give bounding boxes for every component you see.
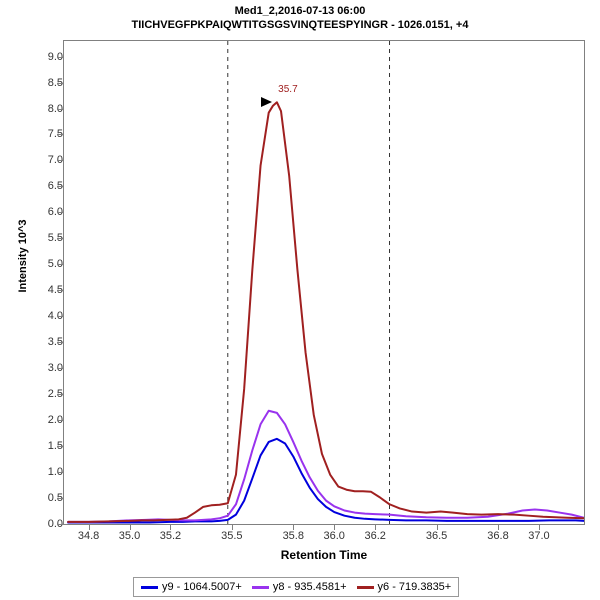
legend-item[interactable]: y6 - 719.3835+: [356, 581, 452, 593]
y-tick-label: 2.5: [47, 388, 63, 401]
legend-color-swatch: [356, 585, 374, 589]
y-tick-mark: [57, 264, 63, 266]
y-tick-mark: [57, 238, 63, 240]
y-tick-label: 4.5: [47, 284, 63, 297]
x-tick-mark: [375, 525, 377, 530]
x-tick-label: 36.0: [323, 530, 345, 542]
x-axis-title: Retention Time: [280, 548, 368, 562]
y-tick-label: 0.5: [47, 492, 63, 505]
legend-color-swatch: [251, 585, 269, 589]
x-tick-label: 35.2: [159, 530, 182, 542]
y-tick-mark: [57, 186, 63, 188]
x-tick-mark: [231, 525, 233, 530]
y-tick-mark: [57, 108, 63, 110]
y-tick-mark: [57, 342, 63, 344]
legend-item-label: y6 - 719.3835+: [377, 581, 452, 593]
x-tick-label: 36.5: [425, 530, 448, 542]
y-tick-mark: [57, 212, 63, 214]
y-tick-label: 4.0: [47, 310, 63, 323]
x-tick-label: 36.8: [487, 530, 509, 542]
x-tick-label: 36.2: [364, 530, 386, 542]
y-tick-mark: [57, 524, 63, 525]
y-tick-label: 0.0: [47, 518, 63, 530]
y-tick-label: 6.0: [47, 206, 63, 219]
y-tick-label: 3.5: [47, 336, 63, 349]
y-tick-label: 7.0: [47, 154, 63, 167]
y-tick-label: 9.0: [47, 50, 63, 63]
x-tick-label: 35.5: [221, 530, 243, 542]
y-tick-label: 8.0: [47, 102, 63, 115]
y-tick-mark: [57, 160, 63, 162]
x-tick-mark: [170, 525, 172, 530]
y-tick-label: 6.5: [47, 180, 63, 193]
y-tick-mark: [57, 446, 63, 448]
chart-title-primary: Med1_2,2016-07-13 06:00: [234, 5, 366, 17]
chart-legend[interactable]: y9 - 1064.5007+ y8 - 935.4581+ y6 - 719.38…: [133, 577, 460, 597]
y-tick-label: 3.0: [47, 362, 63, 375]
peak-apex-marker-icon[interactable]: [260, 97, 272, 108]
y-tick-mark: [57, 82, 63, 84]
x-tick-mark: [129, 525, 131, 530]
x-tick-label: 35.0: [118, 530, 141, 542]
x-tick-mark: [88, 525, 90, 530]
legend-item[interactable]: y9 - 1064.5007+: [141, 581, 242, 593]
legend-item-label: y9 - 1064.5007+: [162, 581, 242, 593]
y-tick-label: 5.5: [47, 232, 63, 245]
legend-item[interactable]: y8 - 935.4581+: [251, 581, 347, 593]
x-tick-mark: [293, 525, 295, 530]
x-tick-mark: [538, 525, 540, 530]
y-tick-mark: [57, 394, 63, 396]
plot-canvas: [67, 41, 584, 524]
y-tick-label: 7.5: [47, 128, 63, 141]
y-tick-label: 8.5: [47, 76, 63, 89]
series-line[interactable]: [67, 409, 584, 523]
plot-area[interactable]: [63, 40, 585, 525]
y-tick-mark: [57, 134, 63, 136]
y-tick-label: 1.0: [47, 466, 63, 479]
x-tick-label: 37.0: [528, 530, 550, 542]
x-tick-mark: [334, 525, 336, 530]
x-tick-mark: [498, 525, 500, 530]
y-tick-mark: [57, 498, 63, 500]
legend-color-swatch: [141, 585, 158, 589]
y-tick-label: 5.0: [47, 258, 63, 271]
series-line[interactable]: [67, 101, 584, 523]
y-axis-ticks: 0.0 0.5 1.0 1.5 2.0 2.5 3.0 3.5 4.0 4.5 5.0 5.5 6.0 6…: [0, 0, 63, 600]
y-tick-mark: [57, 56, 63, 58]
chart-title-block: Med1_2,2016-07-13 06:00 TIICHVEGFPKPAIQW…: [0, 4, 600, 32]
legend-item-label: y8 - 935.4581+: [272, 581, 347, 593]
chart-title-peptide: TIICHVEGFPKPAIQWTITGSGSVINQTEESPYINGR - …: [131, 19, 469, 31]
y-tick-mark: [57, 290, 63, 292]
series-line[interactable]: [67, 437, 584, 524]
x-tick-label: 34.8: [77, 530, 100, 542]
x-tick-mark: [436, 525, 438, 530]
peak-apex-label: 35.7: [278, 84, 298, 96]
y-tick-label: 2.0: [47, 414, 63, 427]
y-tick-mark: [57, 368, 63, 370]
y-tick-mark: [57, 420, 63, 422]
y-tick-mark: [57, 472, 63, 474]
x-tick-label: 35.8: [282, 530, 304, 542]
y-tick-mark: [57, 316, 63, 318]
y-tick-label: 1.5: [47, 440, 63, 453]
